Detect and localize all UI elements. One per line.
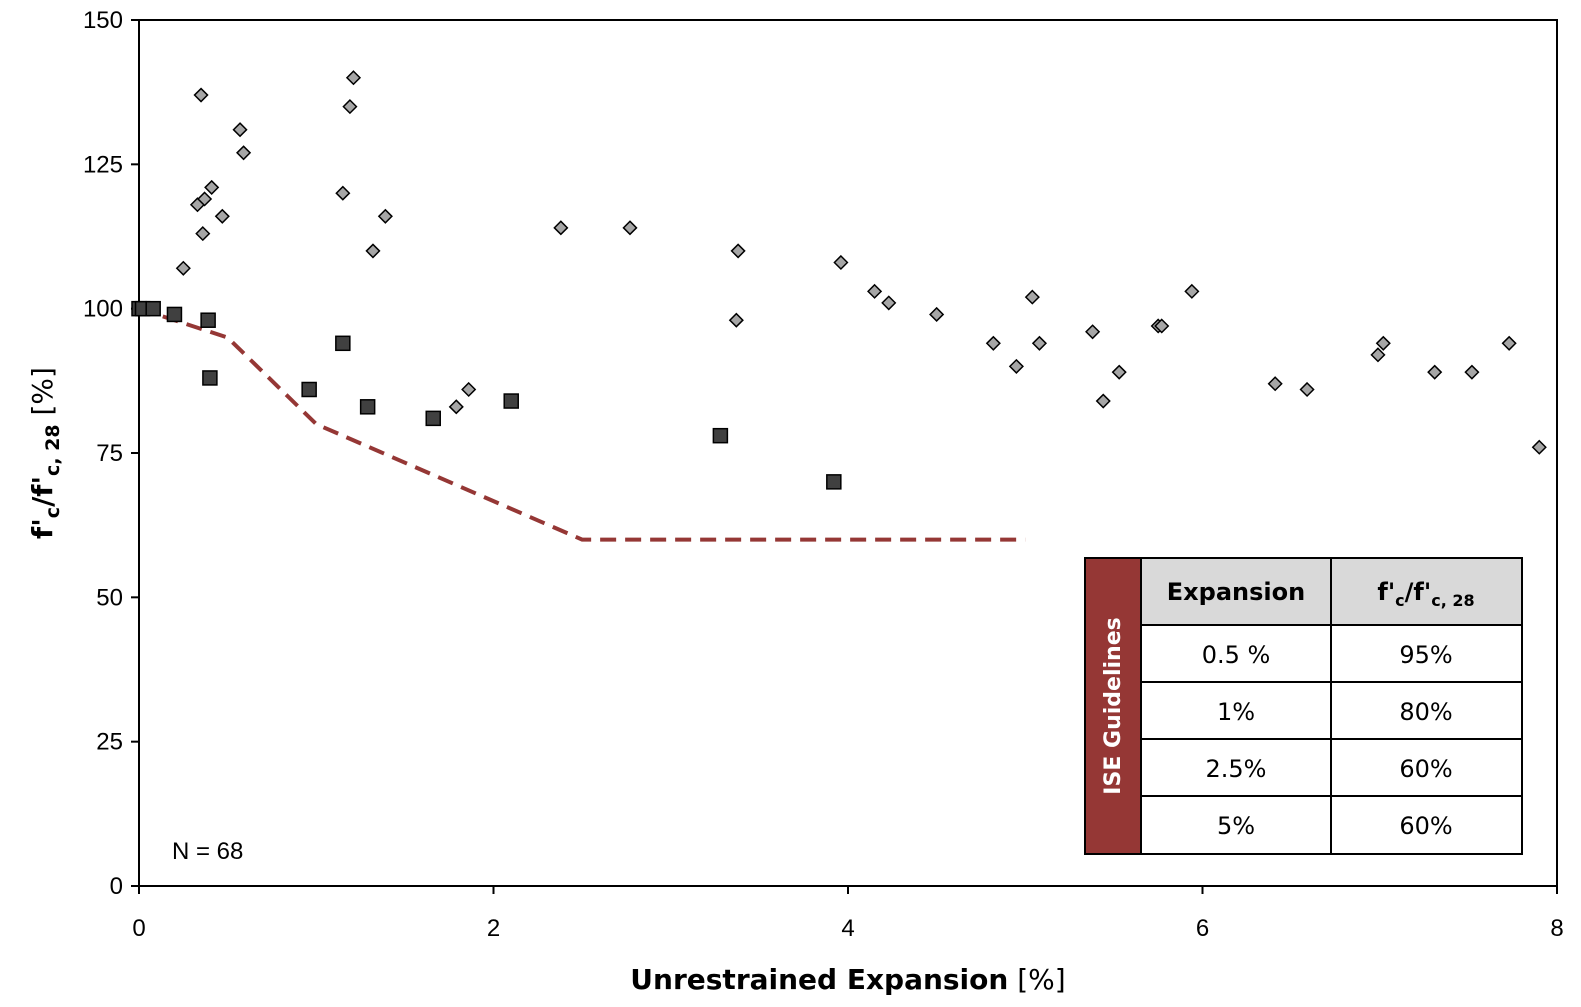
square-point bbox=[335, 335, 351, 352]
table-side-bar bbox=[1085, 558, 1141, 854]
diamond-point bbox=[1154, 318, 1170, 334]
table-cell-ratio: 95% bbox=[1399, 641, 1452, 669]
y-tick-label: 125 bbox=[83, 151, 123, 178]
diamond-point bbox=[1111, 364, 1127, 380]
square-point bbox=[503, 393, 519, 409]
diamond-point bbox=[1370, 347, 1386, 363]
square-point bbox=[425, 410, 441, 427]
diamond-point bbox=[553, 220, 569, 236]
diamond-point bbox=[1531, 439, 1547, 455]
square-point bbox=[145, 300, 161, 317]
diamond-point bbox=[1501, 335, 1517, 351]
diamond-point bbox=[1031, 335, 1047, 351]
square-series bbox=[131, 300, 842, 490]
diamond-point bbox=[1024, 289, 1040, 305]
y-axis-title: f'c/f'c, 28 [%] bbox=[26, 367, 64, 539]
diamond-point bbox=[881, 295, 897, 311]
table-cell-expansion: 0.5 % bbox=[1202, 641, 1271, 669]
diamond-point bbox=[1299, 381, 1315, 398]
diamond-point bbox=[1184, 283, 1200, 299]
diamond-point bbox=[365, 243, 381, 259]
square-point bbox=[712, 427, 729, 444]
x-tick-label: 0 bbox=[132, 915, 145, 942]
y-tick-label: 150 bbox=[83, 7, 123, 34]
table-cell-ratio: 60% bbox=[1399, 812, 1452, 840]
diamond-point bbox=[985, 335, 1001, 351]
square-point bbox=[826, 474, 842, 490]
diamond-point bbox=[1095, 393, 1111, 409]
square-point bbox=[166, 306, 183, 323]
table-cell-expansion: 1% bbox=[1217, 698, 1255, 726]
x-axis-title: Unrestrained Expansion [%] bbox=[630, 963, 1065, 996]
square-point bbox=[359, 399, 376, 415]
diamond-point bbox=[342, 99, 358, 115]
diamond-point bbox=[195, 226, 211, 242]
diamond-point bbox=[1375, 335, 1391, 351]
diamond-point bbox=[345, 70, 362, 86]
x-tick-label: 2 bbox=[487, 915, 500, 942]
diamond-point bbox=[833, 254, 849, 271]
diamond-point bbox=[335, 185, 351, 201]
square-point bbox=[301, 381, 317, 398]
table-cell-expansion: 5% bbox=[1217, 812, 1255, 840]
table-header-ratio: f'c/f'c, 28 bbox=[1377, 578, 1474, 610]
diamond-point bbox=[1464, 364, 1480, 380]
diamond-point bbox=[461, 381, 477, 398]
diamond-point bbox=[236, 145, 252, 161]
x-tick-label: 8 bbox=[1550, 915, 1563, 942]
x-tick-label: 6 bbox=[1196, 915, 1209, 942]
diamond-point bbox=[448, 399, 464, 415]
ise-guidelines-table: ISE Guidelines Expansion f'c/f'c, 28 0.5… bbox=[1084, 557, 1523, 855]
y-tick-label: 50 bbox=[96, 584, 123, 611]
y-tick-label: 0 bbox=[110, 873, 123, 900]
diamond-point bbox=[728, 312, 744, 328]
diamond-point bbox=[1008, 358, 1024, 374]
table-cell-ratio: 60% bbox=[1399, 755, 1452, 783]
diamond-point bbox=[867, 283, 883, 299]
y-tick-label: 100 bbox=[83, 296, 123, 323]
diamond-point bbox=[377, 208, 393, 224]
diamond-point bbox=[1267, 376, 1283, 392]
diamond-point bbox=[204, 179, 220, 195]
table-cell-expansion: 2.5% bbox=[1206, 755, 1267, 783]
table-cell-ratio: 80% bbox=[1399, 698, 1452, 726]
diamond-point bbox=[214, 208, 230, 224]
diamond-point bbox=[730, 243, 746, 259]
y-tick-label: 25 bbox=[96, 729, 123, 756]
sample-count-annotation: N = 68 bbox=[172, 838, 243, 865]
diamond-point bbox=[929, 306, 945, 323]
diamond-series bbox=[131, 70, 1547, 455]
y-tick-label: 75 bbox=[96, 440, 123, 467]
diamond-point bbox=[1085, 324, 1101, 340]
table-side-title: ISE Guidelines bbox=[1101, 617, 1126, 794]
x-axis: 0 2 4 6 8 bbox=[132, 886, 1564, 942]
ise-guideline-line bbox=[138, 306, 1026, 542]
diamond-point bbox=[193, 87, 209, 103]
diamond-point bbox=[1427, 364, 1443, 380]
diamond-point bbox=[197, 191, 213, 207]
diamond-point bbox=[622, 220, 638, 236]
x-tick-label: 4 bbox=[841, 915, 854, 942]
square-point bbox=[202, 370, 218, 386]
table-header-expansion: Expansion bbox=[1167, 578, 1305, 606]
square-point bbox=[200, 312, 216, 328]
diamond-point bbox=[232, 122, 248, 138]
diamond-point bbox=[175, 260, 191, 276]
